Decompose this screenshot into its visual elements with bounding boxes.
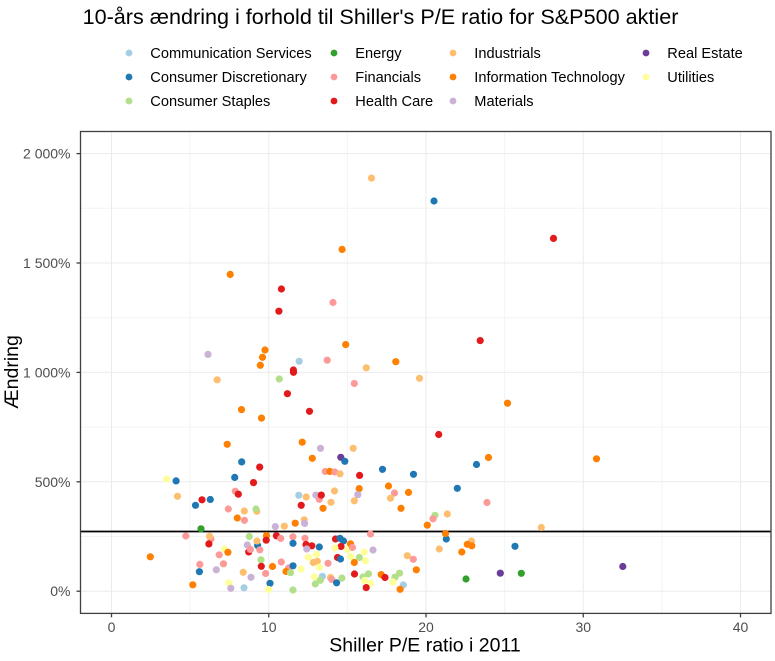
svg-text:Health Care: Health Care [355, 94, 433, 110]
svg-text:10: 10 [261, 619, 277, 635]
svg-text:30: 30 [575, 619, 591, 635]
svg-text:40: 40 [733, 619, 749, 635]
svg-text:10-års ændring i forhold til S: 10-års ændring i forhold til Shiller's P… [83, 4, 679, 29]
svg-text:Consumer Discretionary: Consumer Discretionary [150, 70, 307, 86]
svg-text:20: 20 [418, 619, 434, 635]
svg-text:Shiller P/E ratio i 2011: Shiller P/E ratio i 2011 [329, 635, 521, 657]
svg-text:Information Technology: Information Technology [474, 70, 625, 86]
svg-text:2 000%: 2 000% [23, 146, 70, 162]
svg-text:Energy: Energy [355, 46, 402, 62]
svg-text:1 500%: 1 500% [23, 255, 70, 271]
svg-text:500%: 500% [35, 474, 71, 490]
svg-text:1 000%: 1 000% [23, 364, 70, 380]
svg-text:0%: 0% [50, 583, 70, 599]
svg-text:Utilities: Utilities [667, 70, 714, 86]
svg-text:Consumer Staples: Consumer Staples [150, 94, 270, 110]
svg-text:Materials: Materials [474, 94, 533, 110]
svg-text:0: 0 [108, 619, 116, 635]
svg-text:Industrials: Industrials [474, 46, 541, 62]
svg-text:Communication Services: Communication Services [150, 46, 311, 62]
svg-text:Ændring: Ændring [1, 335, 23, 409]
svg-text:Financials: Financials [355, 70, 421, 86]
svg-text:Real Estate: Real Estate [667, 46, 742, 62]
